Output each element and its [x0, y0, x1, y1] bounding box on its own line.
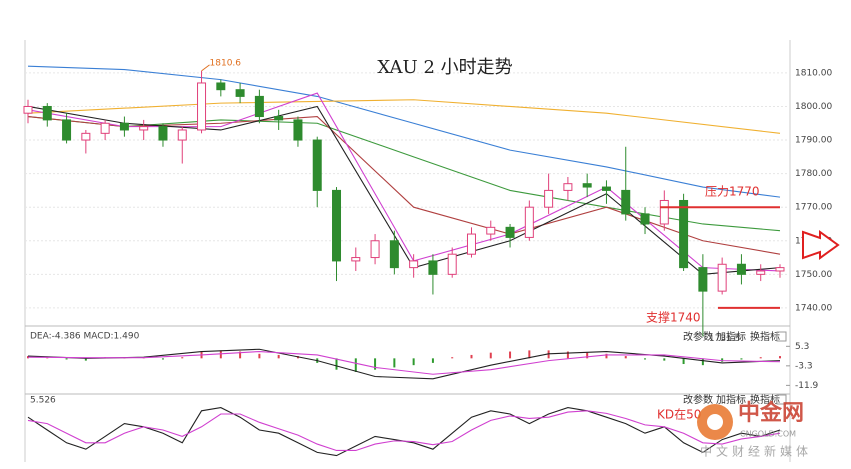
level-label: 支撑1740 — [646, 309, 701, 324]
watermark-slogan: 中文财经新媒体 — [700, 444, 812, 459]
y-tick-label: 1770.00 — [795, 203, 832, 213]
candle-body — [119, 122, 129, 131]
candle-body — [81, 132, 91, 141]
candle-body — [100, 122, 110, 134]
toolbar-button[interactable]: 加指标 — [716, 393, 746, 406]
y-tick-label: 1800.00 — [795, 102, 832, 112]
candle-body — [139, 126, 149, 131]
close-button[interactable] — [776, 394, 787, 405]
toolbar: 改参数 加指标 换指标 改参数 加指标 换指标 — [683, 330, 787, 406]
y-tick-label: 1810.00 — [795, 68, 832, 78]
candle-body — [389, 240, 399, 269]
macd-legend: DEA:-4.386 MACD:1.490 — [30, 332, 140, 342]
candle-body — [351, 257, 361, 262]
candle-body — [370, 240, 380, 259]
y-tick-label: 1750.00 — [795, 270, 832, 280]
candle-body — [756, 270, 766, 275]
level-label: 压力1770 — [705, 185, 760, 199]
candle-body — [62, 119, 72, 141]
close-button[interactable] — [776, 331, 787, 342]
toolbar-button[interactable]: 加指标 — [716, 330, 746, 343]
candle-body — [486, 226, 496, 235]
low-label: 1731.5 — [709, 334, 741, 344]
high-label: 1810.6 — [210, 58, 242, 68]
chart-title: XAU 2 小时走势 — [377, 57, 512, 78]
candle-body — [698, 267, 708, 292]
candle-body — [177, 129, 187, 141]
candle-body — [640, 213, 650, 225]
line-series — [27, 350, 781, 375]
y-tick-label: 1790.00 — [795, 136, 832, 146]
candle-body — [544, 189, 554, 208]
candle-body — [235, 89, 245, 97]
y-tick-label: 5.3 — [795, 342, 809, 352]
line-series — [27, 99, 781, 134]
y-tick-label: -3.3 — [795, 361, 813, 371]
watermark-brand: 中金网 — [738, 400, 804, 426]
watermark-site: CNGOLD.COM — [740, 430, 796, 439]
watermark-logo — [707, 414, 723, 430]
candle-body — [293, 119, 303, 141]
candle-body — [582, 183, 592, 188]
watermark: 中金网 CNGOLD.COM 中文财经新媒体 — [697, 400, 812, 459]
y-tick-label: 1740.00 — [795, 303, 832, 313]
candle-body — [621, 189, 631, 215]
candle-body — [524, 206, 534, 238]
candle-body — [216, 82, 226, 91]
candle-body — [332, 189, 342, 262]
toolbar-button[interactable]: 换指标 — [750, 330, 780, 343]
toolbar-button[interactable]: 换指标 — [750, 393, 780, 406]
candle-body — [312, 139, 322, 191]
candle-body — [466, 233, 476, 255]
candle-body — [42, 105, 52, 121]
kd-legend: 5.526 — [30, 396, 56, 406]
candle-body — [736, 263, 746, 275]
annotation-leader — [201, 64, 210, 72]
candle-body — [254, 95, 264, 118]
y-tick-label: -11.9 — [795, 381, 819, 391]
line-series — [27, 410, 781, 452]
y-tick-label: 1780.00 — [795, 169, 832, 179]
candle-body — [679, 199, 689, 269]
kd-note: KD在50 — [657, 408, 701, 422]
candle-body — [717, 263, 727, 292]
candle-body — [505, 226, 515, 238]
candle-body — [158, 126, 168, 141]
candle-body — [601, 186, 611, 191]
candle-body — [409, 260, 419, 269]
line-series — [27, 115, 781, 232]
candle-body — [23, 105, 33, 114]
arrow-icon — [802, 230, 840, 260]
candle-body — [428, 260, 438, 275]
candle-body — [447, 253, 457, 275]
candle-body — [197, 82, 207, 131]
line-series — [27, 65, 781, 198]
candle-body — [563, 183, 573, 191]
toolbar-button[interactable]: 改参数 — [683, 393, 713, 406]
toolbar-button[interactable]: 改参数 — [683, 330, 713, 343]
candle-body — [659, 199, 669, 225]
plot: 1740.001750.001760.001770.001780.001790.… — [23, 58, 832, 457]
candle-body — [775, 267, 785, 272]
candle-body — [274, 116, 284, 121]
